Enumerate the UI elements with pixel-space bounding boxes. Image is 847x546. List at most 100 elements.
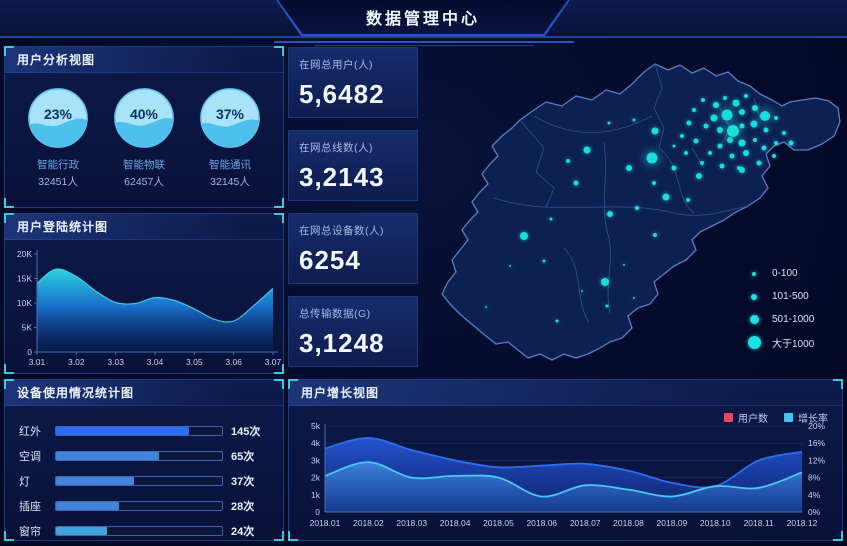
panel-title: 用户增长视图 xyxy=(301,386,380,400)
svg-text:0: 0 xyxy=(27,347,32,357)
panel-title: 用户分析视图 xyxy=(17,53,96,67)
gauge-name: 智能行政 xyxy=(37,159,79,171)
gauge-name: 智能物联 xyxy=(123,159,165,171)
gauge-percent: 40% xyxy=(129,106,159,122)
svg-text:2018.08: 2018.08 xyxy=(613,518,644,528)
map-bubbles xyxy=(485,94,794,323)
svg-text:2018.06: 2018.06 xyxy=(526,518,557,528)
device-bar-chart: 红外 145次 空调 65次灯 37次 插座 28次 窗帘 24次 xyxy=(5,406,283,543)
device-value: 28次 xyxy=(231,500,255,513)
panel-login-stats-header: 用户登陆统计图 xyxy=(5,214,283,240)
svg-text:2018.10: 2018.10 xyxy=(700,518,731,528)
svg-text:0%: 0% xyxy=(808,507,821,517)
panel-device-usage: 设备使用情况统计图 红外 145次 空调 65次灯 37次 插座 28次 窗帘 24次 xyxy=(4,379,284,541)
login-area-chart: 0 5K 10K 15K 20K 3.01 3.02 3.03 3.04 3.05 3.06 3.07 xyxy=(17,249,281,367)
panel-device-usage-header: 设备使用情况统计图 xyxy=(5,380,283,406)
svg-text:2018.12: 2018.12 xyxy=(787,518,818,528)
svg-text:3.02: 3.02 xyxy=(68,357,85,367)
growth-legend-item[interactable]: 用户数 xyxy=(724,410,768,425)
legend-dot-icon xyxy=(747,336,761,349)
svg-text:3.05: 3.05 xyxy=(186,357,203,367)
device-bar-fill xyxy=(56,501,120,510)
gauge-count: 62457人 xyxy=(124,176,164,188)
svg-text:20K: 20K xyxy=(17,249,32,259)
growth-legend-label: 用户数 xyxy=(738,414,768,425)
device-label: 红外 xyxy=(19,425,41,438)
growth-legend-item[interactable]: 增长率 xyxy=(784,410,828,425)
panel-user-growth-header: 用户增长视图 xyxy=(289,380,842,406)
stat-card-total-lines: 在网总线数(人) 3,2143 xyxy=(288,130,418,201)
map-legend-label: 0-100 xyxy=(772,268,798,279)
device-bar-fill xyxy=(56,526,108,535)
device-row: 红外 145次 xyxy=(19,418,271,443)
device-label: 窗帘 xyxy=(19,525,41,538)
map-legend-item: 101-500 xyxy=(746,285,814,308)
map-legend-label: 大于1000 xyxy=(772,339,815,350)
page-title: 数据管理中心 xyxy=(365,11,480,28)
panel-user-analysis-header: 用户分析视图 xyxy=(5,47,283,73)
svg-text:2018.02: 2018.02 xyxy=(353,518,384,528)
panel-user-analysis: 用户分析视图 23% 智能行政 32451人 40% 智能物联 xyxy=(4,46,284,208)
device-value: 37次 xyxy=(231,475,255,488)
svg-text:8%: 8% xyxy=(808,473,821,483)
legend-dot-icon xyxy=(752,271,756,276)
device-bar-fill xyxy=(56,451,159,460)
stat-value: 6254 xyxy=(299,245,361,275)
svg-text:5k: 5k xyxy=(311,421,321,431)
growth-legend-label: 增长率 xyxy=(798,414,828,425)
stat-card-total-users: 在网总用户(人) 5,6482 xyxy=(288,47,418,118)
stat-value: 3,2143 xyxy=(299,162,385,192)
device-label: 插座 xyxy=(19,500,41,513)
stat-card-total-devices: 在网总设备数(人) 6254 xyxy=(288,213,418,284)
device-bar-track xyxy=(55,475,223,486)
svg-text:2018.03: 2018.03 xyxy=(396,518,427,528)
svg-text:0: 0 xyxy=(315,507,320,517)
svg-text:3.06: 3.06 xyxy=(225,357,242,367)
device-bar-track xyxy=(55,500,223,511)
svg-text:2018.09: 2018.09 xyxy=(657,518,688,528)
gauge-percent: 37% xyxy=(215,106,245,122)
liquid-gauge-icon: 23% xyxy=(27,87,89,149)
panel-user-growth: 用户增长视图 用户数 增长率 0 1k 2k 3k 4k 5k 0% 4% 8% 12% 16% 20%… xyxy=(288,379,843,541)
svg-text:1k: 1k xyxy=(311,490,321,500)
province-bubble-map xyxy=(424,48,844,370)
svg-text:2018.07: 2018.07 xyxy=(570,518,601,528)
device-value: 145次 xyxy=(231,425,261,438)
svg-text:3.07: 3.07 xyxy=(265,357,281,367)
svg-text:4k: 4k xyxy=(311,438,321,448)
gauge-count: 32145人 xyxy=(210,176,250,188)
device-bar-track xyxy=(55,525,223,536)
panel-title: 用户登陆统计图 xyxy=(17,220,109,234)
map-legend-label: 501-1000 xyxy=(772,314,815,325)
stat-label: 在网总线数(人) xyxy=(299,142,373,154)
device-bar-fill xyxy=(56,426,189,435)
map-legend-item: 501-1000 xyxy=(746,308,814,331)
legend-swatch-icon xyxy=(784,413,793,422)
device-label: 空调 xyxy=(19,450,41,463)
device-value: 24次 xyxy=(231,525,255,538)
map-legend-label: 101-500 xyxy=(772,291,809,302)
device-row: 插座 28次 xyxy=(19,493,271,518)
liquid-gauge-icon: 40% xyxy=(113,87,175,149)
device-bar-track xyxy=(55,425,223,436)
svg-text:2k: 2k xyxy=(311,473,321,483)
growth-chart-legend: 用户数 增长率 xyxy=(724,410,828,425)
gauge-admin: 23% 智能行政 32451人 xyxy=(19,87,97,189)
device-row: 灯 37次 xyxy=(19,468,271,493)
gauge-comm: 37% 智能通讯 32145人 xyxy=(191,87,269,189)
svg-text:16%: 16% xyxy=(808,438,825,448)
gauge-count: 32451人 xyxy=(38,176,78,188)
svg-text:3.03: 3.03 xyxy=(107,357,124,367)
map-outline xyxy=(441,63,841,361)
map-legend: 0-100 101-500 501-1000 大于1000 xyxy=(746,262,814,354)
device-bar-fill xyxy=(56,476,135,485)
panel-title: 设备使用情况统计图 xyxy=(17,386,135,400)
stat-value: 3,1248 xyxy=(299,328,385,358)
device-label: 灯 xyxy=(19,475,30,488)
svg-text:20%: 20% xyxy=(808,421,825,431)
svg-text:4%: 4% xyxy=(808,490,821,500)
gauge-name: 智能通讯 xyxy=(209,159,251,171)
device-bar-track xyxy=(55,450,223,461)
svg-text:12%: 12% xyxy=(808,455,825,465)
stat-card-total-data: 总传输数据(G) 3,1248 xyxy=(288,296,418,367)
